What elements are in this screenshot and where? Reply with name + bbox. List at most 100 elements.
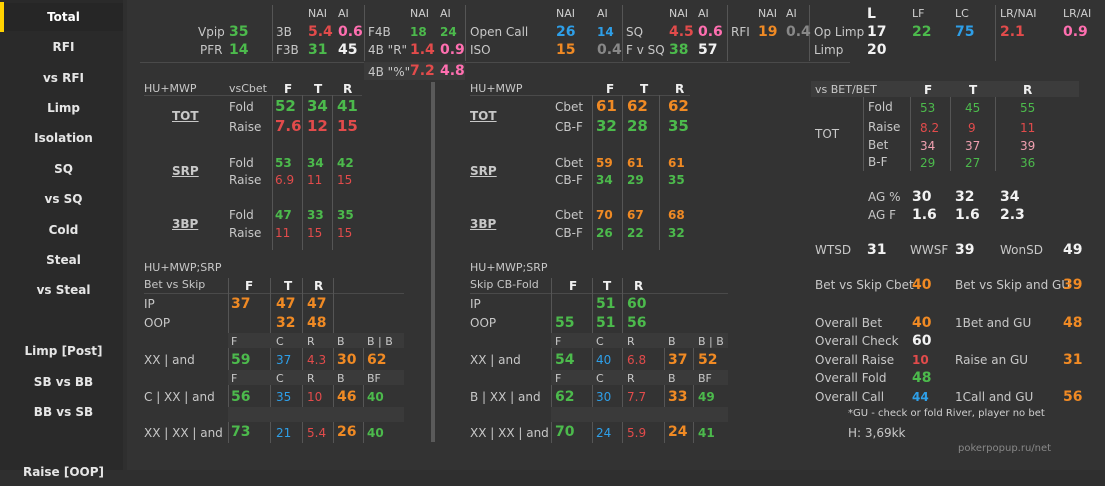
band xyxy=(811,81,1079,97)
oop-t: 51 xyxy=(596,315,616,331)
sidebar-item-cold[interactable]: Cold xyxy=(48,223,79,237)
lr-nai-value: 2.1 xyxy=(1000,24,1025,40)
op-limp-value: 17 xyxy=(867,24,887,40)
left-subtitle-2: Bet vs Skip xyxy=(144,278,206,291)
4b-p-ai: 4.8 xyxy=(440,63,465,79)
sidebar-item-limp[interactable]: Limp xyxy=(47,101,80,115)
3bp-fold-f: 47 xyxy=(275,208,292,222)
divider xyxy=(302,95,303,250)
sidebar-item-vs-rfi[interactable]: vs RFI xyxy=(42,71,85,85)
overall-check-value: 60 xyxy=(912,333,932,349)
lf-value: 22 xyxy=(912,24,932,40)
srp-fold-r: 42 xyxy=(337,156,354,170)
rfi-nai: 19 xyxy=(758,24,778,40)
divider xyxy=(144,293,404,294)
sidebar-item-sb-vs-bb[interactable]: SB vs BB xyxy=(33,375,94,389)
fold-label: Fold xyxy=(229,156,254,170)
raise-label: Raise xyxy=(229,173,262,187)
divider xyxy=(272,95,273,250)
tot-raise-f: 7.6 xyxy=(275,117,302,135)
col-t: T xyxy=(969,83,978,97)
raise-r: 11 xyxy=(1020,121,1036,135)
overall-fold-label: Overall Fold xyxy=(815,371,887,385)
sidebar-item-vs-sq[interactable]: vs SQ xyxy=(44,192,83,206)
agf-t: 1.6 xyxy=(955,207,980,223)
row1-f: 54 xyxy=(555,352,575,368)
sidebar-item-steal[interactable]: Steal xyxy=(46,253,81,267)
bet-and-gu-value: 48 xyxy=(1063,315,1083,331)
ip-t: 51 xyxy=(596,296,616,312)
3bp-cbet-f: 70 xyxy=(596,208,613,222)
ai-header: AI xyxy=(338,7,349,20)
col-f: F xyxy=(569,279,578,293)
tot-label: TOT xyxy=(815,127,840,141)
nai-header: NAI xyxy=(410,7,429,20)
f-v-sq-nai: 38 xyxy=(669,42,689,58)
sidebar-item-rfi[interactable]: RFI xyxy=(52,40,75,54)
row2-label: B | XX | and xyxy=(470,390,541,404)
divider xyxy=(693,333,694,443)
srp-cbet-r: 61 xyxy=(668,156,685,170)
oop-f: 55 xyxy=(555,315,575,331)
3bp-cbet-r: 68 xyxy=(668,208,685,222)
srp-fold-f: 53 xyxy=(275,156,292,170)
sidebar-item-total[interactable]: Total xyxy=(4,3,123,31)
tot-label: TOT xyxy=(470,109,497,123)
header-divider xyxy=(140,62,850,63)
lr-ai-header: LR/AI xyxy=(1063,7,1092,20)
col-t: T xyxy=(603,279,612,293)
row1-c: 37 xyxy=(276,353,292,367)
open-call-nai: 26 xyxy=(556,24,576,40)
row2-bf: 49 xyxy=(698,390,715,404)
srp-raise-t: 11 xyxy=(307,173,323,187)
raise-an-gu-value: 31 xyxy=(1063,352,1083,368)
sidebar-item-raise-oop[interactable]: Raise [OOP] xyxy=(22,465,105,479)
sidebar-item-vs-steal[interactable]: vs Steal xyxy=(36,283,91,297)
band xyxy=(551,370,728,385)
h-b: B xyxy=(337,372,345,385)
row3-c: 24 xyxy=(596,426,612,440)
divider xyxy=(622,5,623,61)
f4b-ai: 24 xyxy=(440,25,457,39)
tot-cbf-f: 32 xyxy=(596,117,617,135)
oop-r: 48 xyxy=(307,315,327,331)
4b-r-nai: 1.4 xyxy=(410,42,435,58)
cbf-label: CB-F xyxy=(555,120,583,134)
col-f: F xyxy=(924,83,933,97)
gu-note: *GU - check or fold River, player no bet xyxy=(848,408,1045,419)
bet-and-gu-label: 1Bet and GU xyxy=(955,316,1032,330)
call-and-gu-value: 56 xyxy=(1063,389,1083,405)
srp-cbf-f: 34 xyxy=(596,173,613,187)
agf-f: 1.6 xyxy=(912,207,937,223)
divider xyxy=(364,5,365,61)
row3-bf: 40 xyxy=(367,426,384,440)
row1-label: XX | and xyxy=(470,353,521,367)
ag-f: 30 xyxy=(912,189,932,205)
h-r: R xyxy=(627,372,635,385)
divider xyxy=(622,278,623,443)
row1-r: 6.8 xyxy=(627,353,647,367)
raise-label: Raise xyxy=(868,120,901,134)
fold-label: Fold xyxy=(229,208,254,222)
bet-vs-skip-cbet-value: 40 xyxy=(912,277,932,293)
oop-t: 32 xyxy=(276,315,296,331)
row3-f: 70 xyxy=(555,424,575,440)
col-r: R xyxy=(634,279,644,293)
hands-count: H: 3,69kk xyxy=(848,426,906,440)
row2-r: 10 xyxy=(307,390,323,404)
ip-label: IP xyxy=(144,297,155,311)
f-v-sq-label: F v SQ xyxy=(626,43,665,57)
divider xyxy=(950,97,951,171)
sidebar-item-bb-vs-sb[interactable]: BB vs SB xyxy=(33,405,94,419)
srp-raise-f: 6.9 xyxy=(275,173,295,187)
op-limp-label: Op Limp xyxy=(814,25,865,39)
rfi-ai: 0.4 xyxy=(786,24,811,40)
sidebar-item-isolation[interactable]: Isolation xyxy=(34,131,93,145)
fold-f: 53 xyxy=(920,101,936,115)
sidebar-item-limp-post[interactable]: Limp [Post] xyxy=(24,344,103,358)
3b-nai: 5.4 xyxy=(308,24,333,40)
sidebar-item-sq[interactable]: SQ xyxy=(54,162,73,176)
tot-cbf-t: 28 xyxy=(627,117,648,135)
mid-subtitle-2: Skip CB-Fold xyxy=(470,278,539,291)
nai-header: NAI xyxy=(669,7,688,20)
